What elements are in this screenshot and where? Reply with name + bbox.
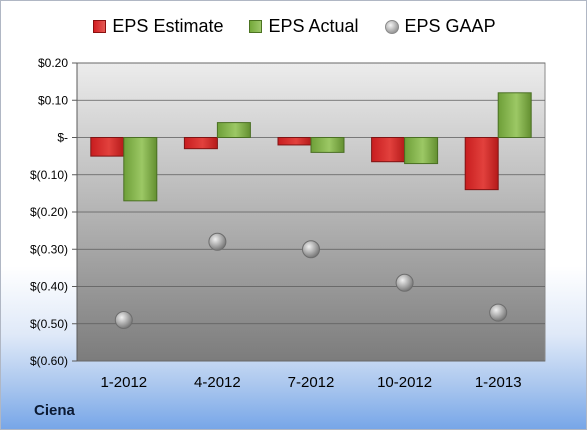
- legend-item-eps-estimate: EPS Estimate: [93, 16, 223, 37]
- legend: EPS Estimate EPS Actual EPS GAAP: [1, 16, 587, 37]
- y-tick-label: $(0.30): [30, 242, 68, 256]
- x-tick-label: 4-2012: [194, 374, 241, 391]
- x-tick-label: 1-2012: [100, 374, 147, 391]
- eps-actual-bar: [123, 137, 158, 202]
- legend-label-eps-gaap: EPS GAAP: [404, 16, 496, 36]
- eps-actual-swatch-icon: [249, 20, 263, 33]
- y-tick-label: $(0.10): [30, 168, 68, 182]
- eps-gaap-swatch-icon: [384, 19, 399, 34]
- legend-label-eps-actual: EPS Actual: [268, 16, 359, 36]
- y-tick-label: $0.20: [38, 56, 68, 70]
- x-tick-label: 1-2013: [475, 374, 522, 391]
- y-tick-label: $(0.20): [30, 205, 68, 219]
- x-tick-label: 7-2012: [288, 374, 335, 391]
- y-tick-label: $0.10: [38, 93, 68, 107]
- eps-actual-bar: [404, 137, 439, 165]
- eps-estimate-bar: [277, 137, 312, 146]
- y-tick-label: $(0.50): [30, 317, 68, 331]
- eps-gaap-point: [489, 303, 508, 322]
- eps-gaap-point: [302, 240, 320, 259]
- eps-estimate-bar: [371, 137, 406, 163]
- eps-gaap-point: [395, 273, 414, 292]
- eps-actual-bar: [310, 137, 345, 153]
- legend-item-eps-actual: EPS Actual: [249, 16, 359, 37]
- y-tick-label: $(0.40): [30, 280, 68, 294]
- eps-actual-bar: [216, 122, 251, 138]
- eps-gaap-point: [114, 311, 133, 330]
- eps-estimate-bar: [464, 137, 499, 191]
- legend-label-eps-estimate: EPS Estimate: [112, 16, 224, 36]
- y-tick-label: $(0.60): [30, 354, 68, 368]
- eps-estimate-bar: [90, 137, 125, 157]
- eps-actual-bar: [497, 92, 532, 139]
- eps-gaap-point: [208, 232, 227, 251]
- legend-item-eps-gaap: EPS GAAP: [384, 16, 496, 37]
- company-label: Ciena: [34, 402, 75, 419]
- eps-estimate-swatch-icon: [93, 20, 107, 33]
- y-tick-label: $-: [57, 131, 68, 145]
- x-tick-label: 10-2012: [377, 374, 432, 391]
- eps-estimate-bar: [183, 137, 218, 150]
